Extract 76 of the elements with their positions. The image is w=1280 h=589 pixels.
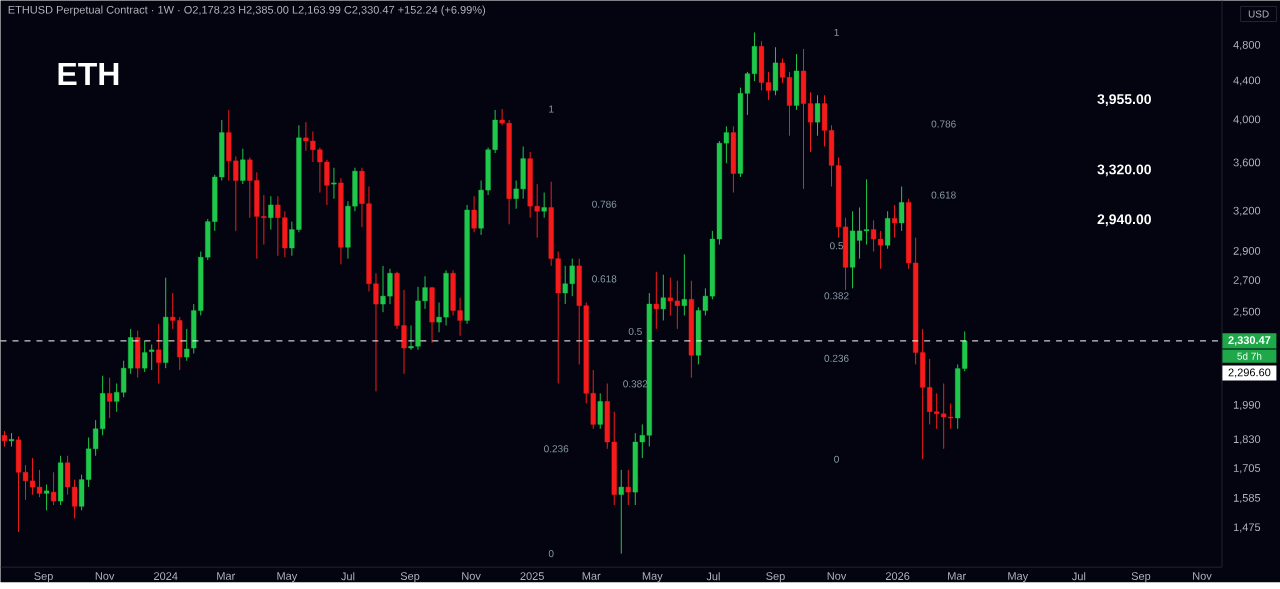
candlestick — [892, 204, 898, 239]
text: 2,296.60 — [1228, 368, 1271, 378]
candlestick — [660, 274, 666, 322]
annotation: 0.786 — [592, 200, 617, 208]
x-tick-label: 2024 — [154, 572, 178, 581]
candlestick — [597, 392, 603, 430]
candlestick — [331, 167, 337, 200]
candlestick — [50, 471, 57, 506]
x-tick-label: Sep — [1131, 572, 1151, 583]
candlestick — [814, 94, 821, 137]
candlestick — [541, 192, 547, 219]
x-tick-label: May — [642, 572, 663, 583]
x-tick-label: Jul — [341, 572, 355, 581]
annotation: 0.5 — [829, 242, 844, 250]
candlestick — [268, 195, 274, 231]
x-tick-label: Nov — [1193, 572, 1212, 580]
candlestick — [471, 195, 477, 233]
annotation: 0 — [548, 550, 554, 558]
annotation: 2,940.00 — [1097, 214, 1151, 227]
x-tick-label: Sep — [766, 572, 785, 583]
chart-subtitle: ETHUSD Perpetual Contract · 1W · O2,178.23 H2,385.00 L2,163.99 C2,330.47 +152.24 (+6.99%) — [8, 5, 486, 16]
candlestick — [625, 469, 631, 506]
annotation: 1 — [549, 105, 554, 113]
y-tick-label: 4,000 — [1233, 115, 1261, 125]
x-tick-label: May — [1008, 572, 1029, 583]
annotation: 0.382 — [623, 380, 648, 388]
ref-line-label: 2,330.47 — [1228, 336, 1271, 346]
x-tick-label: Nov — [827, 572, 847, 580]
y-tick-label: 3,200 — [1233, 206, 1261, 216]
annotation: 3,320.00 — [1097, 164, 1151, 177]
annotation: 0 — [834, 455, 839, 463]
candlestick — [899, 186, 905, 232]
x-tick-label: Mar — [582, 572, 601, 580]
annotation: 0.786 — [931, 120, 956, 128]
x-tick-label: Jul — [706, 572, 720, 581]
y-tick-label: 2,700 — [1233, 276, 1261, 286]
annotation: 0.618 — [931, 191, 956, 199]
y-tick-label: 4,400 — [1233, 76, 1261, 86]
annotation: 0.5 — [628, 327, 642, 336]
x-tick-label: Nov — [95, 572, 115, 580]
annotation: 0.382 — [824, 292, 849, 300]
annotation: 1 — [834, 29, 839, 36]
candlestick — [156, 323, 162, 385]
y-tick-label: 1,705 — [1233, 464, 1261, 474]
annotation: 0.236 — [824, 354, 849, 362]
text: ETH — [58, 63, 119, 86]
candlestick — [240, 148, 246, 185]
candlestick — [653, 271, 659, 330]
text: USD — [1248, 10, 1269, 18]
x-tick-label: 2025 — [520, 572, 544, 581]
x-tick-label: Mar — [948, 572, 966, 580]
candlestick — [107, 377, 113, 419]
x-tick-label: Sep — [34, 572, 53, 583]
annotation: 3,955.00 — [1097, 94, 1151, 107]
y-tick-label: 2,500 — [1233, 307, 1261, 317]
candlestick — [142, 340, 148, 373]
x-tick-label: May — [277, 572, 298, 583]
annotation: 0.618 — [592, 275, 617, 283]
candlestick — [43, 484, 50, 511]
text: 5d 7h — [1237, 352, 1262, 360]
x-tick-label: Sep — [400, 572, 420, 583]
y-tick-label: 2,900 — [1233, 247, 1261, 257]
x-tick-label: Mar — [217, 572, 236, 580]
annotation: 0.236 — [544, 445, 569, 453]
y-tick-label: 1,585 — [1233, 494, 1261, 504]
x-tick-label: Nov — [462, 572, 481, 580]
x-tick-label: 2026 — [885, 572, 910, 581]
y-tick-label: 1,990 — [1233, 401, 1261, 411]
y-tick-label: 3,600 — [1233, 158, 1261, 168]
candlestick — [149, 344, 155, 371]
y-tick-label: 1,475 — [1233, 523, 1261, 533]
y-tick-label: 1,830 — [1233, 435, 1261, 445]
x-tick-label: Jul — [1071, 572, 1086, 581]
candlestick — [618, 469, 624, 555]
candlestick — [681, 253, 687, 317]
y-tick-label: 4,800 — [1233, 41, 1261, 51]
